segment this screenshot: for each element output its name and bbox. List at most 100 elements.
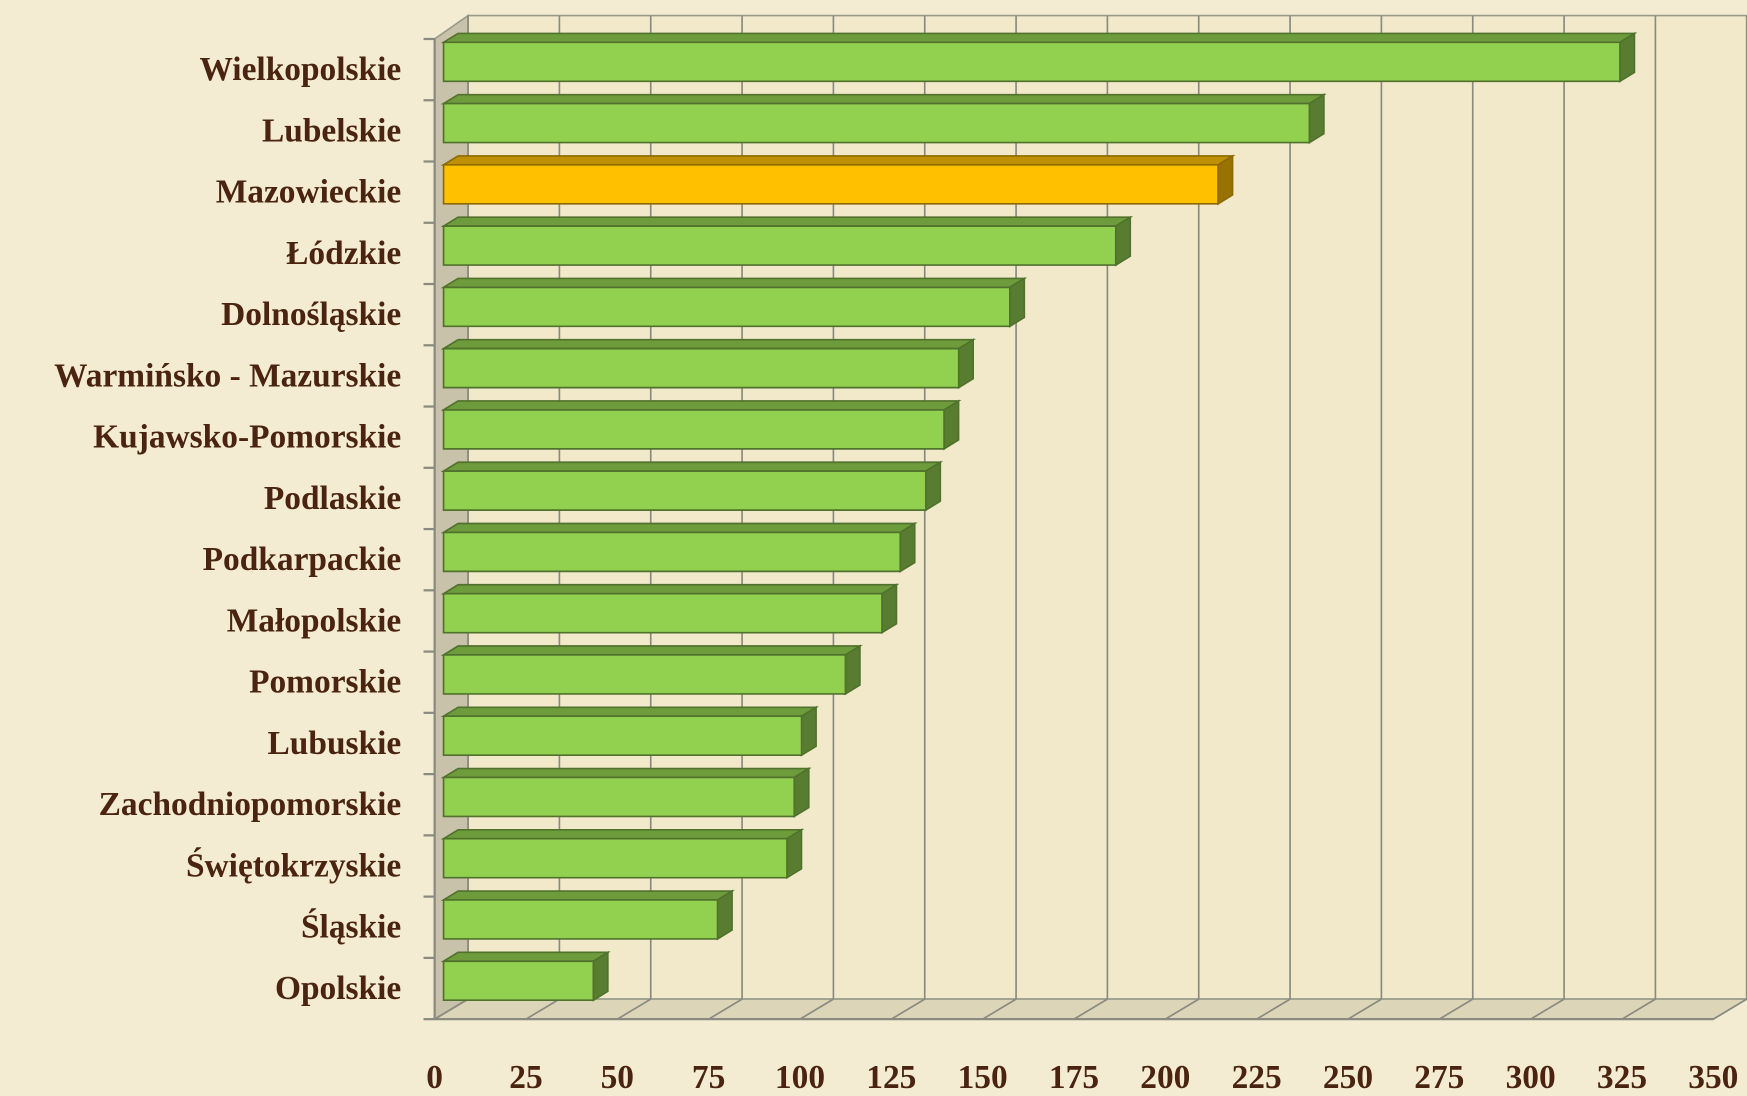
bar-face	[943, 399, 960, 451]
bar-face	[1308, 93, 1325, 145]
bar-face	[440, 706, 820, 718]
y-tick-label: Kujawsko-Pomorskie	[93, 419, 401, 456]
x-tick-label: 175	[1049, 1059, 1099, 1096]
x-tick-label: 275	[1414, 1059, 1464, 1096]
bar	[440, 889, 735, 941]
bar-face	[440, 338, 977, 350]
grid-line	[1347, 998, 1382, 1020]
grid-line	[890, 998, 926, 1020]
y-tick-label: Dolnośląskie	[221, 296, 401, 333]
x-tick-label: 350	[1688, 1059, 1738, 1096]
grid-line	[434, 998, 469, 1020]
bar-face	[440, 583, 900, 595]
bar-face	[442, 286, 1011, 328]
bar-face	[440, 216, 1134, 227]
bar-face	[442, 409, 945, 450]
bar-face	[440, 522, 918, 534]
x-tick-label: 125	[866, 1059, 916, 1096]
x-tick-label: 325	[1597, 1059, 1647, 1096]
x-tick-label: 250	[1323, 1059, 1373, 1096]
y-tick-label: Podlaskie	[264, 480, 401, 517]
x-tick-label: 150	[958, 1059, 1008, 1096]
bar-face	[442, 225, 1117, 266]
bar	[440, 338, 977, 390]
y-tick-label: Wielkopolskie	[200, 51, 402, 88]
bar	[440, 705, 820, 757]
bar	[440, 215, 1134, 267]
x-tick-label: 225	[1232, 1059, 1282, 1096]
grid-line	[1164, 998, 1200, 1020]
bar-face	[440, 828, 805, 840]
bar	[440, 583, 900, 635]
bar-face	[442, 164, 1219, 205]
bar-face	[442, 531, 902, 573]
bar-face	[844, 644, 861, 696]
x-tick-label: 75	[692, 1059, 725, 1096]
grid-line	[708, 998, 743, 1020]
grid-line	[1621, 998, 1656, 1020]
x-tick-label: 0	[426, 1059, 443, 1096]
x-tick-label: 25	[509, 1059, 542, 1096]
bar-face	[1217, 154, 1234, 206]
bar-face	[440, 400, 962, 411]
bar-face	[899, 522, 916, 573]
x-tick-label: 100	[775, 1059, 825, 1096]
bar-face	[793, 767, 810, 818]
bar	[440, 93, 1327, 145]
grid-line	[1256, 998, 1291, 1020]
grid-line	[1530, 998, 1565, 1020]
x-tick-label: 50	[601, 1059, 634, 1096]
bar-face	[442, 654, 847, 695]
y-tick-label: Małopolskie	[227, 602, 401, 639]
bar-face	[442, 837, 788, 879]
y-tick-label: Opolskie	[275, 970, 401, 1007]
y-tick-label: Lubuskie	[268, 725, 402, 762]
bar-face	[442, 470, 927, 511]
bar-face	[592, 950, 609, 1002]
bar	[440, 154, 1236, 206]
y-tick-label: Łódzkie	[286, 235, 401, 272]
bar-face	[442, 776, 796, 818]
grid-line	[616, 998, 652, 1020]
grid-line	[1438, 998, 1474, 1020]
y-tick-label: Warmińsko - Mazurskie	[54, 357, 401, 394]
bar-face	[957, 338, 975, 390]
bar	[440, 828, 805, 880]
bar-face	[442, 592, 883, 634]
bar	[440, 522, 918, 573]
bar-face	[881, 583, 898, 635]
y-tick-label: Zachodniopomorskie	[99, 786, 402, 823]
bar	[440, 644, 863, 696]
bar-face	[442, 899, 719, 940]
bar-face	[440, 277, 1028, 289]
x-tick-label: 300	[1506, 1059, 1556, 1096]
bar	[440, 460, 944, 512]
bar-face	[440, 767, 812, 779]
grid-line	[799, 998, 834, 1020]
bar-face	[800, 705, 817, 757]
y-tick-label: Lubelskie	[262, 112, 401, 149]
bar-face	[440, 951, 611, 963]
bar-face	[440, 155, 1236, 166]
bar-face	[442, 102, 1311, 144]
grid-line	[1712, 998, 1747, 1020]
bar-face	[1619, 31, 1636, 83]
bar-face	[440, 32, 1638, 44]
bar-face	[1114, 215, 1132, 267]
bar	[440, 767, 812, 818]
bar	[440, 399, 962, 451]
bar-face	[442, 41, 1621, 83]
bar-face	[1008, 276, 1026, 328]
bar-face	[440, 645, 863, 656]
bar	[440, 950, 611, 1002]
bar-face	[786, 828, 803, 880]
bar	[440, 31, 1638, 83]
bar-face	[442, 960, 595, 1002]
grid-line	[525, 998, 560, 1020]
y-tick-label: Pomorskie	[249, 664, 401, 701]
grid-line	[1073, 998, 1108, 1020]
bar-face	[440, 93, 1327, 105]
y-tick-label: Świętokrzyskie	[186, 846, 401, 884]
x-tick-label: 200	[1140, 1059, 1190, 1096]
